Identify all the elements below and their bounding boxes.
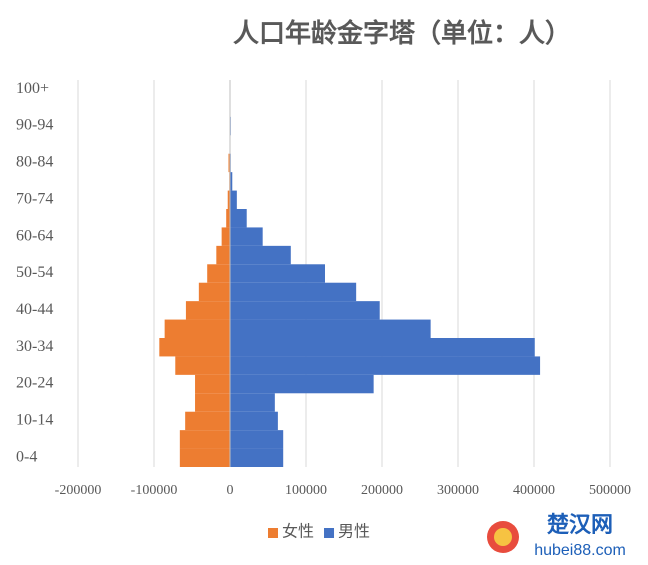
bar (226, 209, 230, 228)
legend-label: 女性 (282, 522, 314, 541)
bar (230, 282, 357, 302)
bar (230, 172, 233, 191)
bar (230, 430, 284, 449)
legend-swatch (324, 528, 335, 538)
bar (230, 245, 291, 265)
watermark-name: 楚汉网 (547, 512, 613, 537)
bar (207, 264, 230, 283)
bar (230, 338, 535, 357)
watermark-url: hubei88.com (534, 542, 626, 559)
y-tick-label: 0-4 (16, 448, 37, 465)
bar (179, 430, 230, 449)
y-tick-label: 100+ (16, 80, 49, 97)
y-tick-label: 10-14 (16, 412, 53, 429)
y-tick-label: 50-54 (16, 264, 53, 281)
y-tick-label: 20-24 (16, 375, 53, 392)
bar (230, 264, 325, 283)
x-tick-label: 300000 (437, 483, 479, 498)
bar (164, 319, 230, 338)
bar (185, 411, 230, 431)
bar (175, 356, 230, 375)
bar (195, 374, 230, 394)
legend-label: 男性 (338, 523, 370, 541)
watermark-logo-inner (494, 528, 512, 546)
watermark: 楚汉网 hubei88.com (487, 512, 626, 559)
bar (230, 448, 284, 467)
bar (230, 393, 275, 412)
bar (230, 374, 374, 394)
bar (230, 319, 431, 338)
legend-swatch (268, 528, 278, 538)
bar (230, 301, 380, 320)
bar (221, 227, 230, 246)
x-tick-label: -200000 (55, 483, 102, 498)
bar (195, 393, 230, 412)
y-tick-label: 30-34 (16, 338, 53, 355)
x-tick-label: 0 (227, 483, 234, 498)
x-tick-label: 200000 (361, 483, 403, 498)
y-tick-label: 80-84 (16, 154, 53, 171)
bar (216, 245, 230, 265)
chart-title: 人口年龄金字塔（单位：人） (233, 18, 571, 48)
x-tick-label: 100000 (285, 483, 327, 498)
bar (230, 190, 237, 209)
y-tick-label: 60-64 (16, 227, 53, 244)
bar (230, 411, 278, 431)
y-tick-label: 40-44 (16, 301, 53, 318)
bar (230, 227, 263, 246)
bar (227, 190, 230, 209)
bar (159, 338, 230, 357)
bar (228, 153, 230, 173)
bar (198, 282, 230, 302)
bar (230, 209, 247, 228)
bar (185, 301, 230, 320)
x-tick-label: -100000 (131, 483, 178, 498)
bar (179, 448, 230, 467)
x-tick-label: 400000 (513, 483, 555, 498)
x-tick-label: 500000 (589, 483, 631, 498)
y-tick-label: 90-94 (16, 117, 53, 134)
bar (230, 356, 541, 375)
y-tick-label: 70-74 (16, 190, 53, 207)
